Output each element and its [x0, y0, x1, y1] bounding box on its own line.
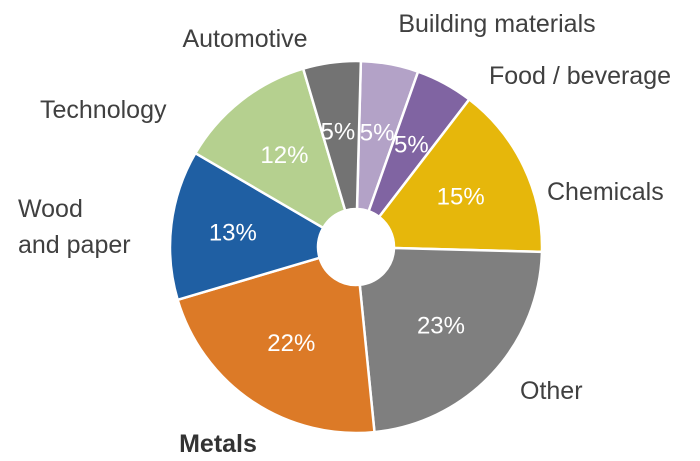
slice-category-label: Food / beverage [489, 62, 671, 90]
pie-labels: 5% Building materials 5% Food / beverage 15%… [18, 10, 671, 458]
slice-category-label: Technology [40, 96, 167, 124]
slice-category-label: Metals [179, 430, 257, 458]
slice-value-label: 5% [321, 118, 356, 145]
pie-slice [168, 151, 325, 302]
slice-category-label: Building materials [398, 10, 595, 38]
slice-value-label: 13% [209, 220, 257, 247]
slice-category-label: Automotive [182, 25, 307, 53]
pie-slice [176, 256, 376, 435]
slice-value-label: 23% [417, 312, 465, 339]
slice-value-label: 22% [267, 330, 315, 357]
slice-category-label: Wood and paper [18, 195, 131, 259]
slice-value-label: 12% [260, 142, 308, 169]
pie-slice [301, 59, 363, 212]
pie-slice [194, 67, 347, 230]
slice-value-label: 5% [394, 132, 429, 159]
slice-value-label: 5% [360, 119, 395, 146]
pie-slice [358, 246, 544, 434]
slice-category-label: Chemicals [547, 178, 664, 206]
slice-value-label: 15% [437, 184, 485, 211]
pie-slice [377, 98, 544, 254]
slice-category-label: Other [520, 377, 583, 405]
pie-slices [168, 59, 544, 435]
